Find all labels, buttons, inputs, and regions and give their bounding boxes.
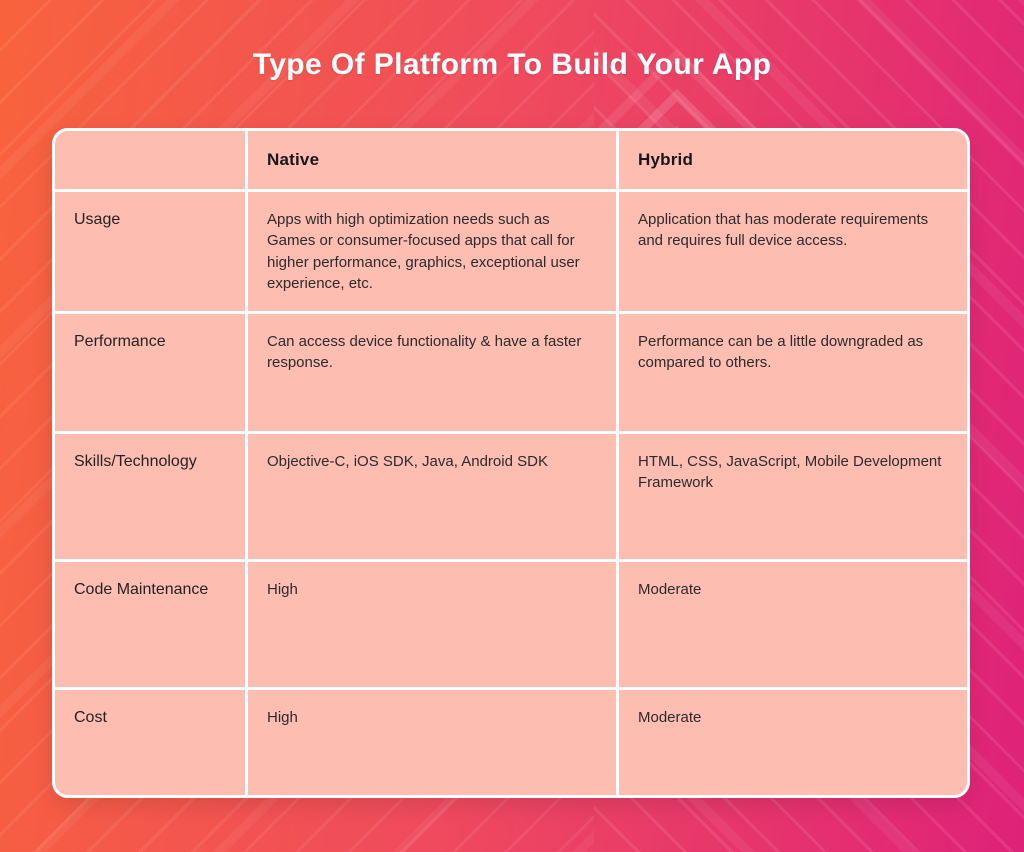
native-cell: High (248, 690, 616, 796)
native-cell: High (248, 562, 616, 688)
column-header-native: Native (248, 131, 616, 189)
hybrid-cell: HTML, CSS, JavaScript, Mobile Developmen… (619, 434, 967, 560)
table-header-row: Native Hybrid (55, 131, 967, 189)
native-cell: Apps with high optimization needs such a… (248, 192, 616, 312)
row-label: Cost (55, 690, 245, 796)
table-row: Cost High Moderate (55, 690, 967, 796)
column-header-hybrid: Hybrid (619, 131, 967, 189)
hybrid-cell: Moderate (619, 690, 967, 796)
row-label: Skills/Technology (55, 434, 245, 560)
table-row: Skills/Technology Objective-C, iOS SDK, … (55, 434, 967, 560)
native-cell: Objective-C, iOS SDK, Java, Android SDK (248, 434, 616, 560)
row-label: Code Maintenance (55, 562, 245, 688)
native-cell: Can access device functionality & have a… (248, 314, 616, 432)
hybrid-cell: Performance can be a little downgraded a… (619, 314, 967, 432)
page-title: Type Of Platform To Build Your App (252, 48, 772, 81)
table-row: Performance Can access device functional… (55, 314, 967, 432)
row-label: Performance (55, 314, 245, 432)
comparison-table: Native Hybrid Usage Apps with high optim… (52, 128, 970, 799)
column-header-blank (55, 131, 245, 189)
row-label: Usage (55, 192, 245, 312)
hybrid-cell: Application that has moderate requiremen… (619, 192, 967, 312)
table-row: Code Maintenance High Moderate (55, 562, 967, 688)
hybrid-cell: Moderate (619, 562, 967, 688)
table-row: Usage Apps with high optimization needs … (55, 192, 967, 312)
